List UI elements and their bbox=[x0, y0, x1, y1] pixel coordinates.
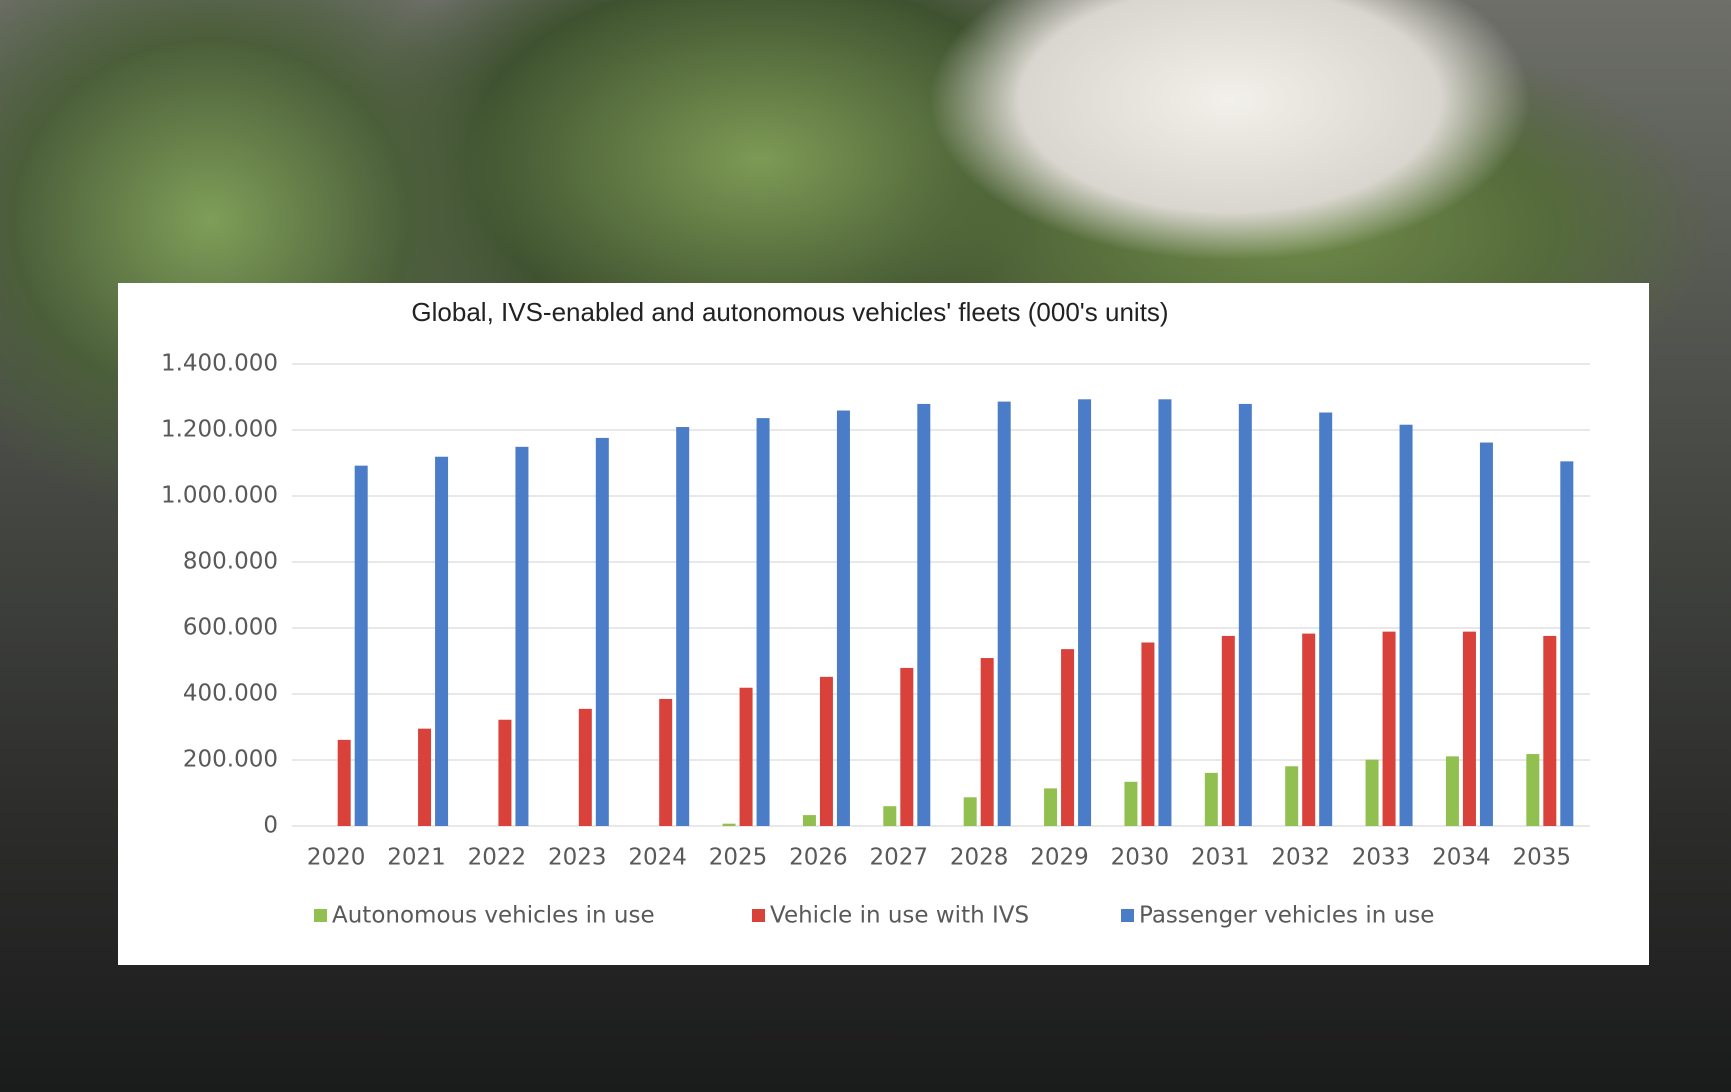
y-tick-label: 200.000 bbox=[183, 747, 278, 773]
chart-title: Global, IVS-enabled and autonomous vehic… bbox=[411, 297, 1168, 327]
bar bbox=[498, 719, 512, 826]
x-tick-label: 2028 bbox=[950, 845, 1009, 871]
bar bbox=[963, 797, 977, 826]
bar bbox=[1124, 781, 1138, 826]
bar bbox=[1204, 772, 1218, 826]
bar bbox=[1061, 649, 1075, 826]
bar bbox=[1302, 633, 1316, 826]
x-tick-label: 2029 bbox=[1030, 845, 1089, 871]
y-tick-label: 1.000.000 bbox=[161, 483, 278, 509]
bar bbox=[917, 403, 931, 826]
bar bbox=[756, 418, 770, 826]
legend-swatch bbox=[752, 909, 765, 922]
bar bbox=[1479, 442, 1493, 826]
bar bbox=[1319, 412, 1333, 826]
chart-card bbox=[118, 283, 1649, 965]
bar bbox=[722, 823, 736, 826]
bar bbox=[819, 676, 833, 826]
bar bbox=[1158, 399, 1172, 826]
bar bbox=[900, 667, 914, 826]
y-tick-label: 800.000 bbox=[183, 549, 278, 575]
bar bbox=[1445, 756, 1459, 826]
x-tick-label: 2032 bbox=[1271, 845, 1330, 871]
y-tick-label: 0 bbox=[263, 813, 278, 839]
bar bbox=[515, 446, 529, 826]
bar bbox=[1382, 631, 1396, 826]
bar bbox=[1560, 461, 1574, 826]
x-tick-label: 2031 bbox=[1191, 845, 1250, 871]
bar bbox=[1365, 759, 1379, 826]
bar bbox=[1543, 635, 1557, 826]
x-tick-label: 2030 bbox=[1111, 845, 1170, 871]
legend-swatch bbox=[314, 909, 327, 922]
bar bbox=[659, 698, 673, 826]
bar bbox=[1238, 403, 1252, 826]
bar bbox=[883, 806, 897, 826]
bar bbox=[1285, 766, 1299, 826]
y-tick-label: 600.000 bbox=[183, 615, 278, 641]
bar bbox=[802, 815, 816, 826]
bar bbox=[1462, 631, 1476, 826]
legend-label: Vehicle in use with IVS bbox=[770, 903, 1029, 929]
bar bbox=[739, 687, 753, 826]
x-tick-label: 2027 bbox=[870, 845, 929, 871]
x-tick-label: 2024 bbox=[628, 845, 687, 871]
bar bbox=[1044, 788, 1058, 826]
bar bbox=[337, 739, 351, 826]
x-tick-label: 2021 bbox=[387, 845, 446, 871]
x-tick-label: 2033 bbox=[1352, 845, 1411, 871]
bar bbox=[354, 465, 368, 826]
y-tick-label: 1.200.000 bbox=[161, 417, 278, 443]
y-tick-label: 1.400.000 bbox=[161, 351, 278, 377]
bar bbox=[1221, 635, 1235, 826]
legend-label: Passenger vehicles in use bbox=[1139, 903, 1434, 929]
bar bbox=[836, 410, 850, 826]
bar bbox=[1526, 754, 1540, 826]
x-tick-label: 2023 bbox=[548, 845, 607, 871]
x-tick-label: 2025 bbox=[709, 845, 768, 871]
bar bbox=[418, 728, 432, 826]
bar bbox=[1399, 424, 1413, 826]
legend-label: Autonomous vehicles in use bbox=[332, 903, 655, 929]
bar bbox=[578, 708, 592, 826]
bar bbox=[1141, 642, 1155, 826]
x-tick-label: 2035 bbox=[1513, 845, 1572, 871]
bar bbox=[997, 401, 1011, 826]
bar bbox=[595, 437, 609, 826]
bar bbox=[980, 658, 994, 826]
x-tick-label: 2026 bbox=[789, 845, 848, 871]
bar bbox=[676, 427, 690, 826]
x-tick-label: 2020 bbox=[307, 845, 366, 871]
y-tick-label: 400.000 bbox=[183, 681, 278, 707]
x-tick-label: 2022 bbox=[468, 845, 527, 871]
bar bbox=[1078, 399, 1092, 826]
bar bbox=[435, 456, 449, 826]
x-tick-label: 2034 bbox=[1432, 845, 1491, 871]
legend-swatch bbox=[1121, 909, 1134, 922]
